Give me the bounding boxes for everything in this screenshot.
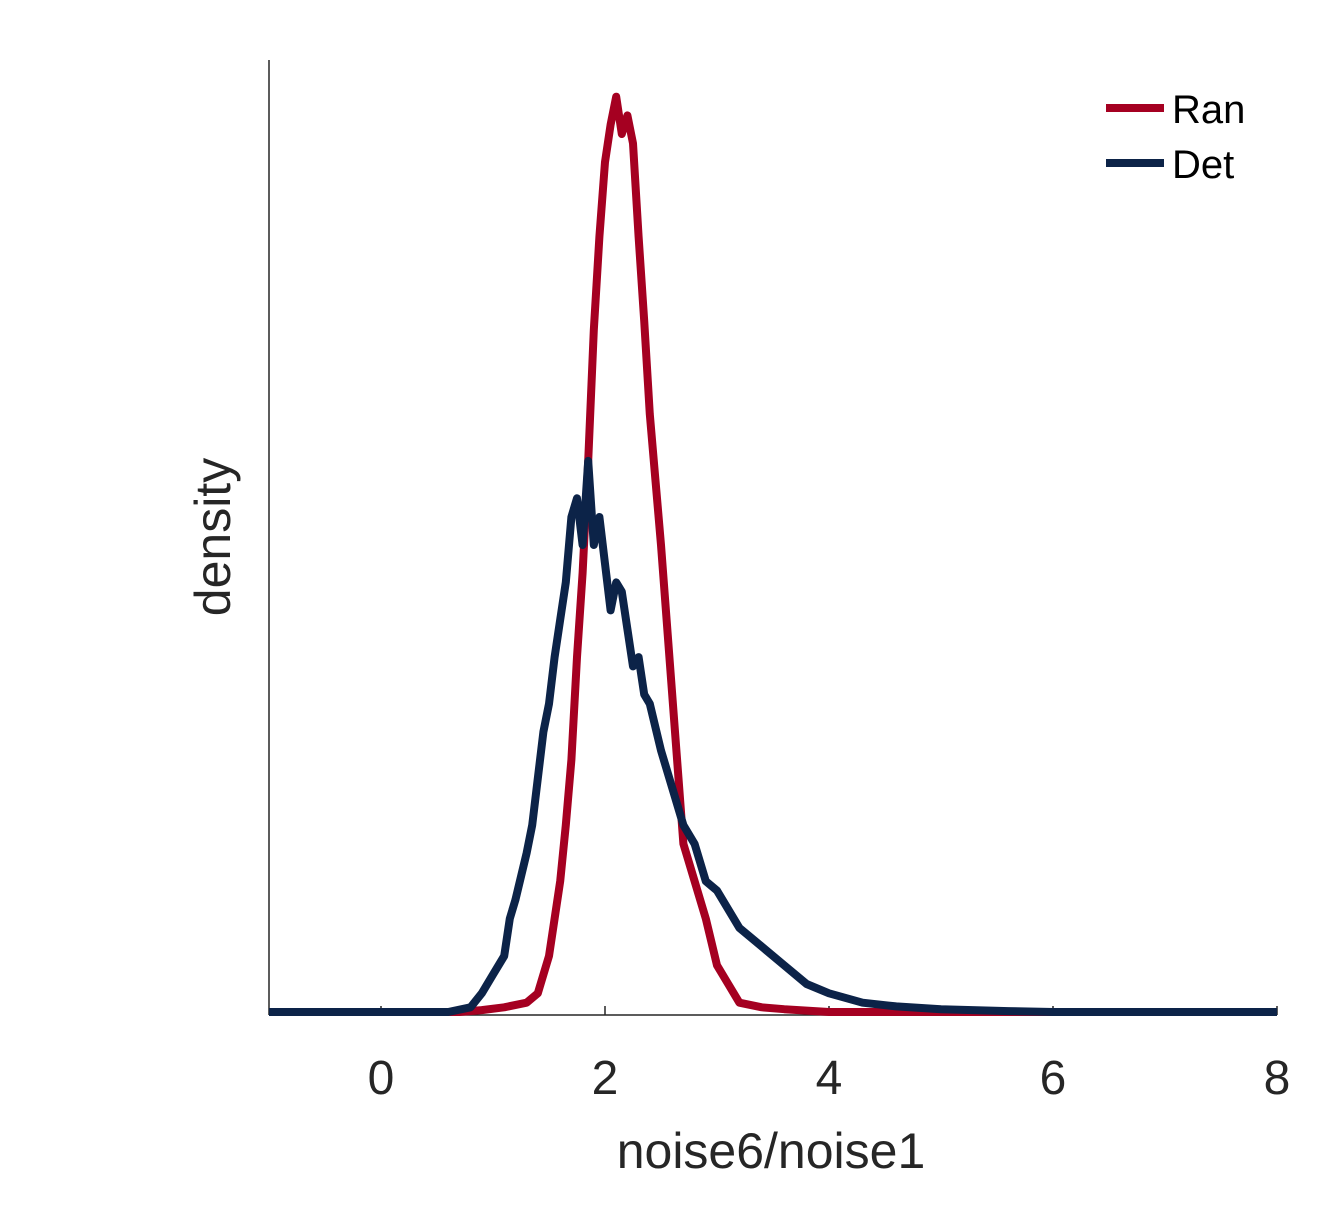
legend-label-det: Det xyxy=(1172,143,1234,187)
axes xyxy=(268,60,1277,1016)
series-line-det xyxy=(269,456,1277,1016)
x-tick-label: 6 xyxy=(1040,1052,1067,1105)
legend: Ran Det xyxy=(1106,88,1245,187)
x-tick-label: 0 xyxy=(368,1052,395,1105)
series-lines xyxy=(269,92,1277,1016)
legend-label-ran: Ran xyxy=(1172,88,1245,132)
x-tick-label: 8 xyxy=(1264,1052,1291,1105)
series-line-ran xyxy=(269,92,1277,1016)
y-axis-label: density xyxy=(185,458,241,616)
x-tick-label: 4 xyxy=(816,1052,843,1105)
x-tick-label: 2 xyxy=(592,1052,619,1105)
x-ticks: 0 2 4 6 8 xyxy=(368,1006,1291,1105)
x-axis-label: noise6/noise1 xyxy=(617,1123,926,1179)
